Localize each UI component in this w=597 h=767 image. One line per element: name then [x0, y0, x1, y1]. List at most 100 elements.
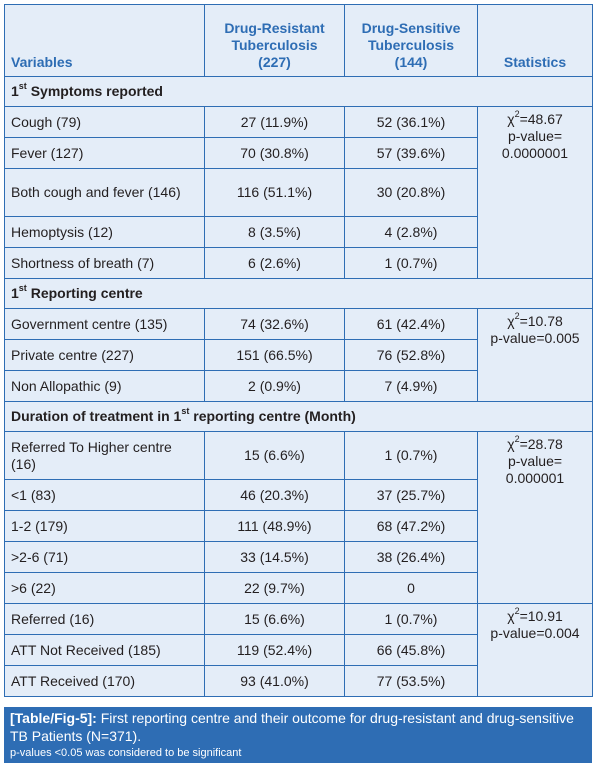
header-dr-line2: Tuberculosis	[231, 37, 318, 53]
cell-variable: Cough (79)	[4, 106, 205, 138]
cell-drug-sensitive: 57 (39.6%)	[344, 137, 478, 169]
table-row: Shortness of breath (7) 6 (2.6%) 1 (0.7%)	[4, 247, 593, 279]
header-dr-line3: (227)	[258, 54, 291, 70]
cell-drug-sensitive: 7 (4.9%)	[344, 370, 478, 402]
chi-value: =10.91	[519, 608, 563, 624]
cell-drug-resistant: 8 (3.5%)	[204, 216, 345, 248]
cell-drug-resistant: 74 (32.6%)	[204, 308, 345, 340]
p-value-line: p-value=	[507, 128, 563, 144]
cell-drug-sensitive: 76 (52.8%)	[344, 339, 478, 371]
chi-symbol: χ	[507, 313, 515, 329]
cell-variable: Referred (16)	[4, 603, 205, 635]
table-row: Fever (127) 70 (30.8%) 57 (39.6%)	[4, 137, 593, 169]
section-title-rest: Symptoms reported	[26, 83, 163, 99]
chi-value: =28.78	[519, 436, 563, 452]
table-body: 1st Symptoms reported Cough (79) 27 (11.9%…	[4, 76, 593, 697]
section-title-rest: Reporting centre	[26, 285, 143, 301]
cell-drug-resistant: 22 (9.7%)	[204, 572, 345, 604]
cell-drug-sensitive: 1 (0.7%)	[344, 247, 478, 279]
section-title-sup: st	[18, 283, 27, 294]
header-dr-line1: Drug-Resistant	[224, 20, 325, 36]
chi-sup: 2	[514, 606, 520, 617]
cell-drug-sensitive: 77 (53.5%)	[344, 665, 478, 697]
table-header-row: Variables Drug-Resistant Tuberculosis (2…	[4, 4, 593, 77]
cell-drug-sensitive: 30 (20.8%)	[344, 168, 478, 217]
cell-drug-sensitive: 1 (0.7%)	[344, 431, 478, 480]
table-row: 1-2 (179) 111 (48.9%) 68 (47.2%)	[4, 510, 593, 542]
header-ds-line1: Drug-Sensitive	[361, 20, 461, 36]
cell-variable: Shortness of breath (7)	[4, 247, 205, 279]
table-row: >2-6 (71) 33 (14.5%) 38 (26.4%)	[4, 541, 593, 573]
chi-symbol: χ	[507, 111, 515, 127]
cell-drug-resistant: 93 (41.0%)	[204, 665, 345, 697]
chi-value: =10.78	[519, 313, 563, 329]
p-value-line: p-value=0.005	[490, 330, 580, 346]
table-row: Private centre (227) 151 (66.5%) 76 (52.8%…	[4, 339, 593, 371]
header-statistics: Statistics	[477, 4, 593, 77]
header-ds-line2: Tuberculosis	[367, 37, 455, 53]
section-title-prefix: Duration of treatment in 1	[11, 408, 182, 424]
cell-drug-sensitive: 4 (2.8%)	[344, 216, 478, 248]
header-ds-line3: (144)	[394, 54, 428, 70]
cell-drug-sensitive: 1 (0.7%)	[344, 603, 478, 635]
p-value-line: p-value=	[507, 453, 563, 469]
section-title-prefix: 1	[11, 285, 19, 301]
cell-variable: >6 (22)	[4, 572, 205, 604]
cell-drug-resistant: 15 (6.6%)	[204, 431, 345, 480]
chi-square: χ2=10.91	[484, 606, 586, 625]
cell-statistics: χ2=10.91 p-value=0.004	[477, 603, 593, 697]
section-title-prefix: 1	[11, 83, 19, 99]
cell-variable: <1 (83)	[4, 479, 205, 511]
cell-drug-resistant: 46 (20.3%)	[204, 479, 345, 511]
chi-value: =48.67	[519, 111, 563, 127]
cell-drug-resistant: 2 (0.9%)	[204, 370, 345, 402]
table-row: Hemoptysis (12) 8 (3.5%) 4 (2.8%)	[4, 216, 593, 248]
cell-variable: Fever (127)	[4, 137, 205, 169]
table-row: Non Allopathic (9) 2 (0.9%) 7 (4.9%)	[4, 370, 593, 402]
cell-drug-resistant: 27 (11.9%)	[204, 106, 345, 138]
cell-drug-sensitive: 61 (42.4%)	[344, 308, 478, 340]
table-row: Government centre (135) 74 (32.6%) 61 (42.…	[4, 308, 593, 402]
cell-drug-sensitive: 0	[344, 572, 478, 604]
cell-drug-sensitive: 66 (45.8%)	[344, 634, 478, 666]
section-header-row: 1st Symptoms reported	[4, 76, 593, 107]
chi-square: χ2=28.78	[484, 434, 586, 453]
table-row: Both cough and fever (146) 116 (51.1%) 30 …	[4, 168, 593, 217]
cell-drug-resistant: 15 (6.6%)	[204, 603, 345, 635]
cell-variable: Private centre (227)	[4, 339, 205, 371]
chi-sup: 2	[514, 109, 520, 120]
table-row: ATT Received (170) 93 (41.0%) 77 (53.5%)	[4, 665, 593, 697]
chi-symbol: χ	[507, 608, 515, 624]
section-title-sup: st	[18, 81, 27, 92]
cell-variable: >2-6 (71)	[4, 541, 205, 573]
cell-statistics: χ2=48.67 p-value= 0.0000001	[477, 106, 593, 279]
header-drug-resistant: Drug-Resistant Tuberculosis (227)	[204, 4, 345, 77]
caption-note: p-values <0.05 was considered to be sign…	[10, 747, 242, 759]
cell-drug-sensitive: 37 (25.7%)	[344, 479, 478, 511]
section-header-row: 1st Reporting centre	[4, 278, 593, 309]
cell-drug-sensitive: 68 (47.2%)	[344, 510, 478, 542]
p-value-line: 0.0000001	[501, 145, 569, 161]
cell-variable: 1-2 (179)	[4, 510, 205, 542]
chi-symbol: χ	[507, 436, 515, 452]
header-drug-sensitive: Drug-Sensitive Tuberculosis (144)	[344, 4, 478, 77]
p-value-line: p-value=0.004	[490, 625, 580, 641]
chi-square: χ2=10.78	[484, 312, 586, 330]
cell-variable: ATT Not Received (185)	[4, 634, 205, 666]
chi-sup: 2	[514, 434, 520, 445]
cell-variable: Hemoptysis (12)	[4, 216, 205, 248]
section-title: Duration of treatment in 1st reporting c…	[4, 401, 593, 432]
cell-variable: ATT Received (170)	[4, 665, 205, 697]
section-title: 1st Symptoms reported	[4, 76, 593, 107]
cell-variable: Both cough and fever (146)	[4, 168, 205, 217]
cell-drug-sensitive: 38 (26.4%)	[344, 541, 478, 573]
cell-drug-resistant: 151 (66.5%)	[204, 339, 345, 371]
section-title-rest: reporting centre (Month)	[189, 408, 356, 424]
section-title: 1st Reporting centre	[4, 278, 593, 309]
caption-main: [Table/Fig-5]: First reporting centre an…	[10, 709, 586, 745]
table-row: Referred To Higher centre (16) 15 (6.6%) 1…	[4, 431, 593, 604]
results-table: Variables Drug-Resistant Tuberculosis (2…	[4, 4, 593, 697]
table-row: Cough (79) 27 (11.9%) 52 (36.1%) χ2=48.67 p-…	[4, 106, 593, 279]
table-row: <1 (83) 46 (20.3%) 37 (25.7%)	[4, 479, 593, 511]
